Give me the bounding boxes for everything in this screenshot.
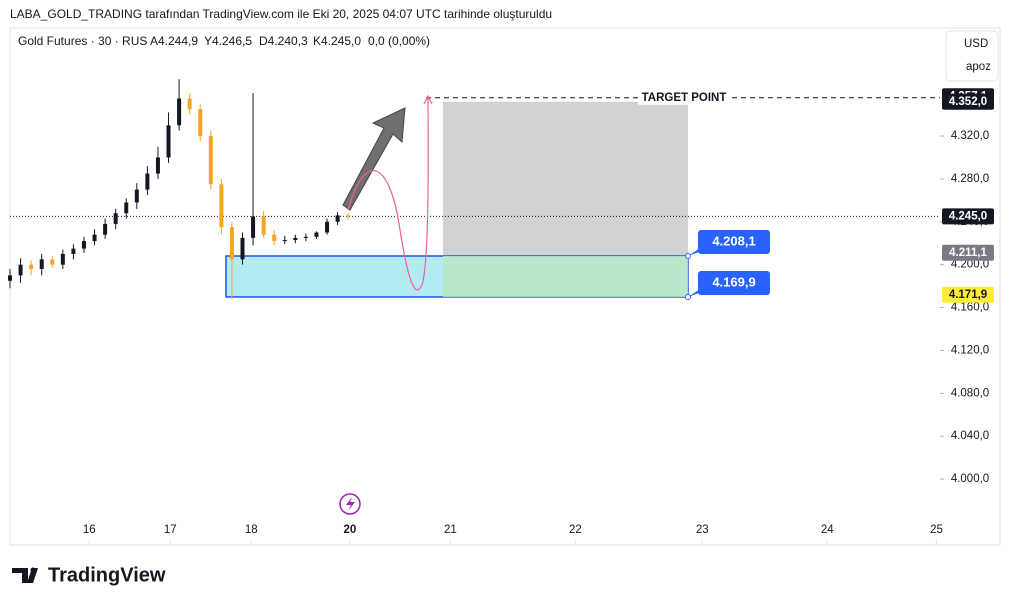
chart-title: LABA_GOLD_TRADING tarafından TradingView…	[10, 7, 552, 21]
ohlc-high: Y4.246,5	[204, 34, 252, 48]
x-tick-label: 16	[83, 524, 96, 536]
candle-body	[314, 232, 319, 237]
candle-body	[261, 216, 266, 235]
target-zone	[443, 101, 688, 256]
candle-body	[177, 98, 182, 126]
x-tick-label: 18	[245, 524, 258, 536]
candle-body	[303, 236, 308, 238]
arrow	[342, 107, 406, 211]
curve-arrowhead	[423, 94, 433, 105]
x-tick-label: 17	[164, 524, 177, 536]
ohlc-close: K4.245,0	[313, 34, 361, 48]
candle-body	[166, 125, 171, 158]
x-tick-label: 21	[444, 524, 457, 536]
ohlc-change: 0,0 (0,00%)	[368, 34, 430, 48]
y-tick-label: 4.000,0	[951, 473, 989, 485]
event-bolt	[346, 497, 355, 511]
entry-zone-future	[443, 255, 688, 297]
unit: apoz	[966, 61, 991, 73]
price-label: 4.245,0	[949, 210, 987, 222]
x-tick-label: 25	[930, 524, 943, 536]
price-label: 4.211,1	[949, 247, 987, 259]
y-tick-label: 4.200,0	[951, 259, 989, 271]
candle-body	[155, 157, 160, 174]
candle-body	[8, 275, 12, 281]
candle-body	[124, 202, 129, 214]
target-text: TARGET POINT	[642, 92, 727, 104]
price-label-bg	[942, 208, 994, 225]
y-tick-label: 4.040,0	[951, 430, 989, 442]
price-label: 4.171,9	[949, 289, 987, 301]
x-tick-label: 24	[821, 524, 834, 536]
candle-body	[198, 109, 203, 137]
x-tick-label: 23	[696, 524, 709, 536]
ohlc-low: D4.240,3	[259, 34, 308, 48]
y-tick-label: 4.120,0	[951, 344, 989, 356]
price-label-bg	[942, 286, 994, 303]
candle-body	[229, 227, 234, 260]
y-tick-label: 4.160,0	[951, 302, 989, 314]
candle-body	[92, 234, 97, 242]
candle-body	[60, 253, 65, 265]
box-label-bg	[698, 270, 770, 295]
candle-body	[335, 215, 340, 222]
y-tick-label: 4.280,0	[951, 173, 989, 185]
candle-body	[81, 241, 86, 249]
price-label: 4.352,0	[949, 96, 987, 108]
price-label-bg	[942, 93, 994, 110]
symbol: Gold Futures · 30 · RUS	[18, 34, 147, 48]
target-text-bg	[638, 90, 730, 105]
candle-body	[50, 259, 55, 265]
candle-body	[29, 264, 34, 269]
currency-box[interactable]	[945, 30, 999, 82]
ohlc-open: A4.244,9	[150, 34, 198, 48]
candle-body	[272, 234, 277, 242]
y-tick-label: 4.080,0	[951, 387, 989, 399]
box-handle	[685, 252, 691, 259]
candle-body	[145, 173, 150, 190]
candle-body	[71, 248, 76, 254]
candle-body	[219, 184, 224, 228]
plot-area: 4.000,0 4.040,0 4.080,0 4.120,0 4.160,0 4.200…	[8, 79, 994, 544]
x-tick-label: 20	[344, 524, 357, 536]
candle-body	[208, 136, 213, 185]
candle-body	[113, 213, 118, 224]
price-label-bg	[942, 244, 994, 261]
footer-logo: TradingView	[48, 564, 166, 586]
y-tick-label: 4.320,0	[951, 130, 989, 142]
x-tick-label: 22	[569, 524, 582, 536]
candle-body	[293, 237, 298, 241]
box-handle	[685, 293, 691, 300]
candle-body	[240, 237, 245, 260]
candle-body	[251, 216, 256, 238]
box-label-bg	[698, 229, 770, 254]
currency: USD	[964, 38, 988, 50]
candle-body	[325, 221, 330, 233]
box-label: 4.169,9	[712, 274, 755, 289]
candle-body	[103, 223, 108, 235]
candle-body	[134, 189, 139, 203]
candle-body	[39, 259, 44, 269]
candle-body	[282, 240, 287, 242]
path-curve	[347, 96, 429, 291]
candle-body	[18, 264, 23, 276]
candle-body	[187, 98, 192, 110]
logo-dot	[30, 567, 36, 573]
candle-body	[346, 215, 351, 217]
box-label: 4.208,1	[712, 233, 755, 248]
